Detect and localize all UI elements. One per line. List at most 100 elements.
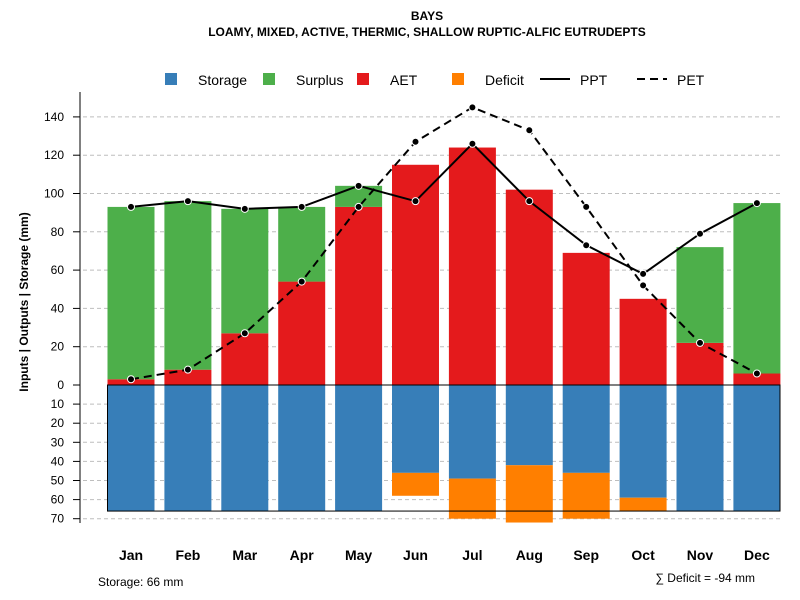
pet-point — [468, 103, 477, 112]
y-tick-label: 120 — [44, 148, 64, 162]
legend-label-aet: AET — [390, 72, 418, 88]
aet-bar — [562, 252, 610, 385]
ppt-point — [240, 204, 249, 213]
storage-bar — [221, 385, 269, 512]
y-tick-label: 40 — [51, 301, 65, 315]
ppt-point — [354, 181, 363, 190]
legend-swatch-storage — [165, 73, 177, 85]
storage-bar — [278, 385, 326, 512]
pet-point — [297, 277, 306, 286]
pet-point — [696, 338, 704, 347]
pet-point — [752, 369, 761, 378]
ppt-point — [127, 202, 135, 211]
y-tick-label: 80 — [51, 225, 65, 239]
legend: Storage Surplus AET Deficit PPT PET — [165, 72, 705, 88]
y-tick-label: 70 — [51, 512, 65, 526]
aet-bar — [505, 189, 553, 385]
month-label: Oct — [631, 547, 655, 563]
surplus-bar — [278, 206, 326, 282]
ppt-point — [752, 199, 761, 208]
y-tick-label: 140 — [44, 110, 64, 124]
month-label: Feb — [175, 547, 200, 563]
deficit-note: ∑ Deficit = -94 mm — [655, 571, 755, 585]
legend-label-ppt: PPT — [580, 72, 608, 88]
y-tick-label: 20 — [51, 416, 65, 430]
y-tick-label: 60 — [51, 263, 65, 277]
legend-label-surplus: Surplus — [296, 72, 343, 88]
ppt-point — [525, 197, 534, 206]
pet-line — [130, 106, 758, 381]
y-tick-label: 20 — [51, 340, 65, 354]
legend-label-storage: Storage — [198, 72, 247, 88]
aet-bar — [733, 373, 781, 385]
deficit-bar — [505, 465, 553, 523]
month-label: Apr — [290, 547, 315, 563]
storage-bar — [448, 385, 496, 479]
storage-bar — [392, 385, 439, 473]
y-tick-label: 10 — [51, 397, 65, 411]
surplus-bar — [733, 203, 781, 374]
ppt-point — [696, 229, 704, 238]
ppt-point — [639, 269, 648, 278]
x-axis-labels: Jan Feb Mar Apr May Jun Jul Aug Sep Oct Nov Dec — [119, 547, 770, 563]
aet-bar — [676, 342, 724, 385]
y-axis: 0 20 40 60 80 100 120 140 10 20 30 40 50 60 70 — [44, 92, 81, 526]
y-tick-label: 30 — [51, 435, 65, 449]
y-tick-label: 50 — [51, 474, 65, 488]
pet-point — [525, 126, 534, 135]
surplus-bar — [221, 208, 269, 334]
storage-bar — [164, 385, 212, 512]
pet-point — [411, 137, 420, 146]
ppt-line — [130, 142, 758, 276]
month-label: Dec — [744, 547, 770, 563]
y-tick-label: 40 — [51, 454, 65, 468]
month-label: Aug — [516, 547, 543, 563]
month-label: Jul — [462, 547, 482, 563]
storage-bar — [676, 385, 724, 512]
chart-title: BAYS — [411, 9, 443, 23]
month-label: Mar — [232, 547, 257, 563]
storage-bar — [505, 385, 553, 466]
aet-bar — [278, 281, 326, 385]
y-tick-label: 100 — [44, 187, 64, 201]
month-label: Sep — [573, 547, 599, 563]
chart-subtitle: LOAMY, MIXED, ACTIVE, THERMIC, SHALLOW R… — [208, 25, 646, 39]
storage-bar — [107, 385, 155, 512]
month-label: Jun — [403, 547, 428, 563]
storage-bar — [562, 385, 610, 473]
month-label: Jan — [119, 547, 143, 563]
month-label: May — [345, 547, 372, 563]
deficit-bar — [619, 497, 667, 512]
bars — [107, 147, 781, 523]
storage-bar — [619, 385, 667, 498]
ppt-point — [411, 197, 420, 206]
ppt-point — [183, 197, 192, 206]
aet-bar — [164, 369, 212, 385]
ppt-point — [297, 202, 306, 211]
pet-point — [127, 375, 135, 384]
pet-point — [240, 329, 249, 338]
month-label: Nov — [687, 547, 714, 563]
aet-bar — [221, 333, 269, 385]
pet-point — [582, 202, 591, 211]
legend-swatch-deficit — [452, 73, 464, 85]
pet-point — [183, 365, 192, 374]
y-axis-label: Inputs | Outputs | Storage (mm) — [17, 212, 31, 391]
legend-label-deficit: Deficit — [485, 72, 524, 88]
y-tick-label: 60 — [51, 493, 65, 507]
legend-swatch-surplus — [263, 73, 275, 85]
ppt-point — [582, 241, 591, 250]
aet-bar — [448, 147, 496, 385]
legend-swatch-aet — [357, 73, 369, 85]
surplus-bar — [676, 247, 724, 343]
storage-bar — [733, 385, 781, 512]
legend-label-pet: PET — [677, 72, 705, 88]
storage-capacity-box — [107, 384, 781, 512]
storage-note: Storage: 66 mm — [98, 575, 183, 589]
pet-point — [639, 281, 648, 290]
deficit-bar — [562, 472, 610, 519]
aet-bar — [619, 298, 667, 385]
surplus-bar — [164, 201, 212, 370]
storage-bar — [335, 385, 383, 512]
